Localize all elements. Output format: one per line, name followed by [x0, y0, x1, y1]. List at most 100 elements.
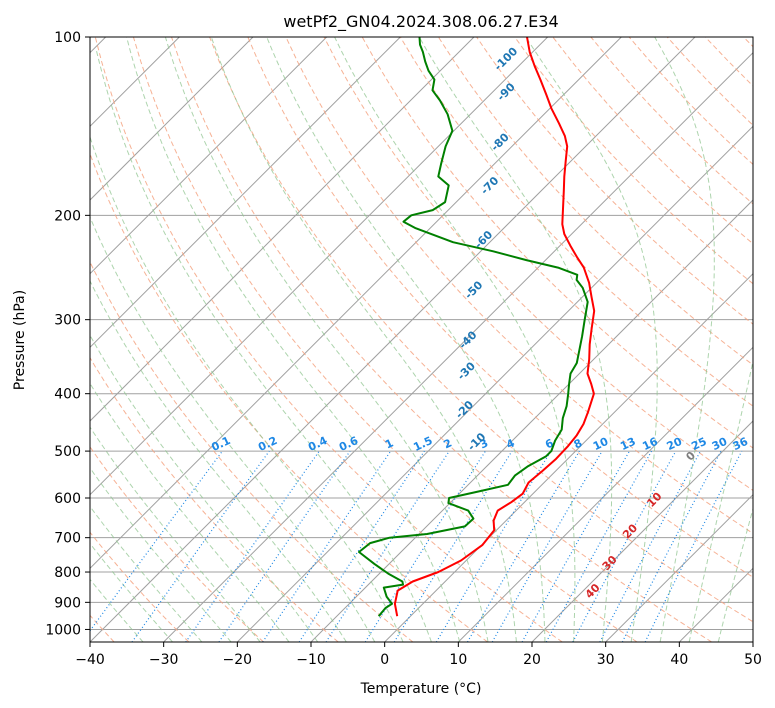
moist-adiabat-line [90, 542, 173, 642]
moist-adiabat-line [688, 358, 753, 642]
mixing-ratio-label: 36 [731, 435, 751, 453]
dry-adiabat-line [437, 37, 753, 366]
y-tick-label: 500 [54, 444, 81, 460]
mixing-ratio-label: 30 [710, 435, 730, 453]
moist-adiabat-line [90, 334, 319, 642]
sounding-profiles [358, 37, 596, 617]
x-tick-label: −20 [223, 652, 253, 668]
dry-adiabat-line [90, 356, 339, 642]
mixing-ratio-line [131, 450, 270, 642]
moist-adiabat-line [90, 505, 203, 642]
dry-adiabat-line [247, 37, 753, 578]
mixing-ratio-label: 13 [618, 435, 637, 453]
dry-adiabat-line [514, 37, 753, 285]
isotherm-line [90, 37, 475, 422]
mixing-ratio-label: 16 [640, 435, 660, 453]
moist-adiabat-line [654, 37, 715, 642]
y-tick-label: 900 [54, 595, 81, 611]
mixing-ratio-line [572, 450, 677, 642]
moist-adiabat-line [90, 135, 404, 642]
isotherm-line [90, 37, 696, 642]
moist-adiabat-line [95, 49, 432, 642]
moist-adiabat-line [210, 37, 517, 642]
isotherm-line [90, 37, 328, 275]
y-tick-label: 1000 [45, 622, 81, 638]
moist-adiabat-line [90, 467, 232, 642]
moist-adiabat-line [334, 37, 576, 642]
x-tick-label: 50 [744, 652, 762, 668]
y-tick-label: 800 [54, 565, 81, 581]
mixing-ratio-line [364, 450, 486, 642]
dry-adiabat-line [94, 37, 563, 642]
isobar-gridlines [90, 37, 753, 630]
mixing-ratio-line [218, 450, 351, 642]
moist-adiabat-line [418, 37, 613, 642]
mixing-ratio-line [599, 450, 702, 642]
isotherm-line [90, 37, 401, 349]
mixing-ratio-line [644, 450, 743, 642]
isotherm-line [236, 125, 753, 642]
x-tick-label: 10 [449, 652, 467, 668]
moist-adiabat-line [90, 578, 144, 642]
mixing-ratio-line [621, 450, 722, 642]
y-tick-label: 400 [54, 387, 81, 403]
mixing-ratio-line [262, 450, 392, 642]
mixing-ratio-line [545, 450, 653, 642]
x-axis-ticks: −40 −30 −20 −10 0 10 20 30 40 50 [75, 642, 762, 668]
mixing-ratio-line [393, 450, 513, 642]
chart-title: wetPf2_GN04.2024.308.06.27.E34 [283, 12, 558, 32]
isotherm-line [605, 493, 753, 642]
moist-adiabats [90, 37, 753, 642]
mixing-ratio-label: 25 [689, 435, 708, 453]
mixing-ratio-line [435, 450, 552, 642]
moist-adiabat-line [126, 37, 461, 642]
y-tick-label: 100 [54, 30, 81, 46]
mixing-ratio-label: 20 [665, 435, 685, 453]
mixing-ratio-line [325, 450, 450, 642]
mixing-ratio-line [298, 450, 425, 642]
dry-adiabat-line [90, 260, 414, 642]
x-tick-label: −40 [75, 652, 105, 668]
moist-adiabat-line [164, 37, 489, 642]
x-tick-label: 0 [380, 652, 389, 668]
moist-adiabat-line [525, 37, 658, 642]
isotherm-line [531, 420, 753, 642]
isotherm-line [163, 51, 753, 642]
isotherm-line [90, 37, 254, 201]
dry-adiabat-line [90, 531, 190, 642]
dry-adiabat-line [285, 37, 753, 535]
mixing-ratio-lines [90, 450, 743, 642]
dry-adiabat-line [323, 37, 753, 491]
y-axis-ticks: 100 200 300 400 500 600 700 800 900 1000 [45, 30, 90, 638]
moist-adiabat-line [717, 506, 753, 642]
x-tick-label: 20 [523, 652, 541, 668]
mixing-ratio-line [185, 450, 320, 642]
x-tick-label: 30 [597, 652, 615, 668]
moist-adiabat-line [90, 279, 347, 642]
isotherm-line [457, 346, 753, 642]
dewpoint-profile-line [358, 37, 589, 617]
moist-adiabat-line [90, 426, 261, 642]
dry-adiabat-line [132, 37, 638, 642]
x-tick-label: −30 [149, 652, 179, 668]
x-tick-label: 40 [670, 652, 688, 668]
moist-adiabat-line [90, 215, 376, 642]
dry-adiabat-line [399, 37, 753, 407]
x-tick-label: −10 [296, 652, 326, 668]
dry-adiabat-line [209, 37, 753, 623]
y-tick-label: 200 [54, 208, 81, 224]
mixing-ratio-label: 10 [591, 435, 611, 453]
y-tick-label: 700 [54, 531, 81, 547]
isotherm-line [90, 37, 549, 496]
x-axis-label: Temperature (°C) [360, 681, 482, 697]
plot-frame [89, 36, 754, 643]
dry-adiabat-line [90, 446, 264, 642]
plot-area: 0.1 0.2 0.4 0.6 1 1.5 2 3 4 6 8 10 13 16 20 25 30 36-100-… [90, 37, 753, 642]
moist-adiabat-line [90, 382, 290, 642]
y-tick-label: 300 [54, 313, 81, 329]
dry-adiabat-line [361, 37, 753, 449]
dry-adiabat-line [90, 152, 488, 642]
temperature-profile-line [393, 37, 596, 617]
